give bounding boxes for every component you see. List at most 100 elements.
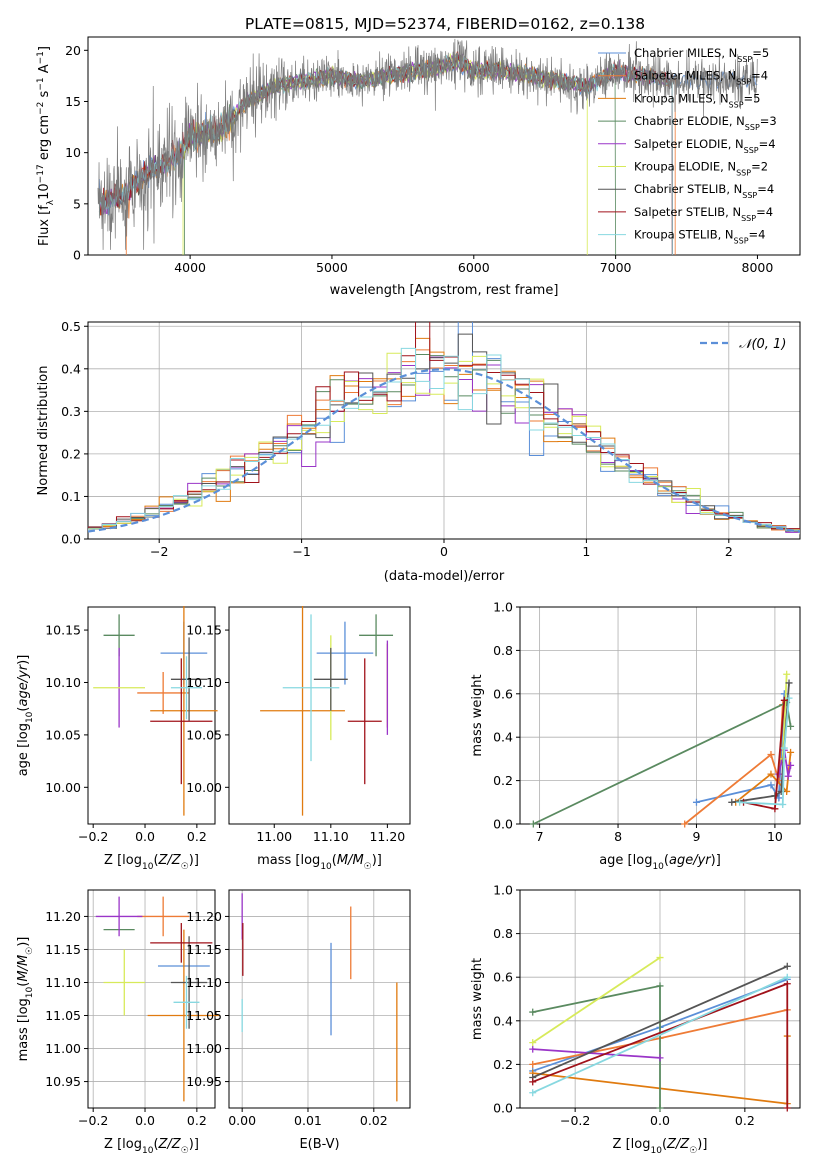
axes-frame <box>87 36 801 256</box>
x-tick-label: 0.2 <box>187 1113 207 1128</box>
age_vs_z-points <box>93 605 218 816</box>
legend-label: Salpeter MILES, NSSP=4 <box>634 69 768 87</box>
y-tick-label: 11.15 <box>186 942 222 957</box>
legend-label-text: Salpeter STELIB, N <box>634 205 741 219</box>
weight-marker <box>767 770 775 778</box>
weight-marker <box>783 1104 791 1112</box>
weight-line <box>532 701 792 825</box>
weight-marker <box>783 962 791 970</box>
weight-marker <box>656 1054 664 1062</box>
x-tick-label: 4000 <box>174 260 206 275</box>
label-part: ☉ <box>181 862 189 872</box>
label-part: Z/Z <box>158 853 182 868</box>
x-tick-label: 0 <box>440 544 448 559</box>
label-part: M/M <box>16 955 31 982</box>
label-part: 10 <box>142 1146 154 1156</box>
weight-marker <box>787 748 795 756</box>
axes-frame <box>87 321 801 540</box>
y-tick-label: 1.0 <box>493 883 513 898</box>
weight-marker <box>529 1008 537 1016</box>
label-part: A <box>37 64 52 77</box>
label-part: (data-model)/error <box>384 569 505 584</box>
x-tick-label: 7000 <box>600 260 632 275</box>
x-tick-label: 1 <box>582 544 590 559</box>
x-axis-label: wavelength [Angstrom, rest frame] <box>330 283 559 298</box>
y-tick-label: 0.2 <box>61 446 81 461</box>
x-axis-label: mass [log10(M/M☉)] <box>257 853 382 872</box>
weight-line <box>532 1048 661 1059</box>
weight-marker <box>529 1060 537 1068</box>
label-part: )] <box>711 853 721 868</box>
x-tick-label: 10 <box>767 829 783 844</box>
label-part: −1 <box>36 77 46 90</box>
weight_vs_z-series <box>529 954 791 1112</box>
model-spectrum-line <box>182 53 588 255</box>
y-tick-label: 10.05 <box>186 727 222 742</box>
weight-marker <box>787 722 795 730</box>
weight-marker <box>529 1078 537 1086</box>
label-part: ☉ <box>181 1146 189 1156</box>
weight-marker <box>767 751 775 759</box>
age_vs_z-axes: −0.2 0.0 0.2 10.00 10.05 10.10 10.15 <box>45 606 216 844</box>
x-axis-label: Z [log10(Z/Z☉)] <box>104 1137 199 1156</box>
mass_vs_z-points <box>95 896 221 1102</box>
y-tick-label: 10.00 <box>186 780 222 795</box>
label-part: wavelength [Angstrom, rest frame] <box>330 283 559 298</box>
axes-frame <box>519 606 801 825</box>
y-tick-label: 10.95 <box>45 1074 81 1089</box>
legend-label-subscript: SSP <box>741 213 756 222</box>
label-part: λ <box>46 199 56 205</box>
y-tick-label: 0.3 <box>61 404 81 419</box>
weight-marker <box>784 772 792 780</box>
weight_vs_age-series <box>529 670 795 828</box>
x-tick-label: 0.02 <box>360 1113 388 1128</box>
label-part: Z [log <box>104 1137 142 1152</box>
label-part: 10 <box>142 862 154 872</box>
y-tick-label: 0.1 <box>61 489 81 504</box>
weight-marker <box>771 792 779 800</box>
label-part: 10 <box>25 711 35 723</box>
weight-marker <box>656 1104 664 1112</box>
y-tick-label: 10.05 <box>45 727 81 742</box>
y-tick-label: 11.10 <box>186 975 222 990</box>
label-part: )] <box>16 937 31 947</box>
weight-marker <box>681 820 689 828</box>
histograms <box>88 322 800 535</box>
weight-marker <box>736 798 744 806</box>
x-tick-label: −0.2 <box>78 1113 108 1128</box>
x-tick-label: 8000 <box>742 260 774 275</box>
legend-label-subscript: SSP <box>729 100 744 109</box>
label-part: ☉ <box>364 862 372 872</box>
data-spectrum-line <box>97 38 758 250</box>
weight-marker <box>767 781 775 789</box>
weight-marker <box>529 1089 537 1097</box>
label-part: s <box>37 90 52 101</box>
legend-label: Chabrier ELODIE, NSSP=3 <box>634 114 777 132</box>
y-tick-label: 0.6 <box>493 686 513 701</box>
y-axis-label: Normed distribution <box>36 366 51 496</box>
weight-marker <box>779 800 787 808</box>
x-tick-label: 5000 <box>316 260 348 275</box>
y-tick-label: 11.05 <box>186 1008 222 1023</box>
label-part: )] <box>189 1137 199 1152</box>
label-part: Z [log <box>613 1137 651 1152</box>
y-tick-label: 1.0 <box>493 600 513 615</box>
label-part: mass weight <box>470 958 485 1040</box>
weight-marker <box>783 670 791 678</box>
weight-marker <box>783 980 791 988</box>
normal-curve <box>88 368 800 533</box>
legend-label-suffix: =5 <box>752 46 769 60</box>
y-tick-label: 0.4 <box>493 730 513 745</box>
age_vs_mass-axes: 11.00 11.10 11.20 10.00 10.05 10.10 10.15 <box>186 606 411 844</box>
label-part: ( <box>332 853 337 868</box>
label-part: ☉ <box>689 1146 697 1156</box>
label-part: ( <box>662 1137 667 1152</box>
weight-marker <box>780 696 788 704</box>
label-part: −17 <box>36 164 46 183</box>
label-part: age/yr <box>669 853 712 868</box>
weight-marker <box>728 798 736 806</box>
y-axis-label: age [log10(age/yr)] <box>16 655 35 777</box>
x-tick-label: 11.20 <box>369 829 405 844</box>
y-tick-label: 11.00 <box>45 1041 81 1056</box>
